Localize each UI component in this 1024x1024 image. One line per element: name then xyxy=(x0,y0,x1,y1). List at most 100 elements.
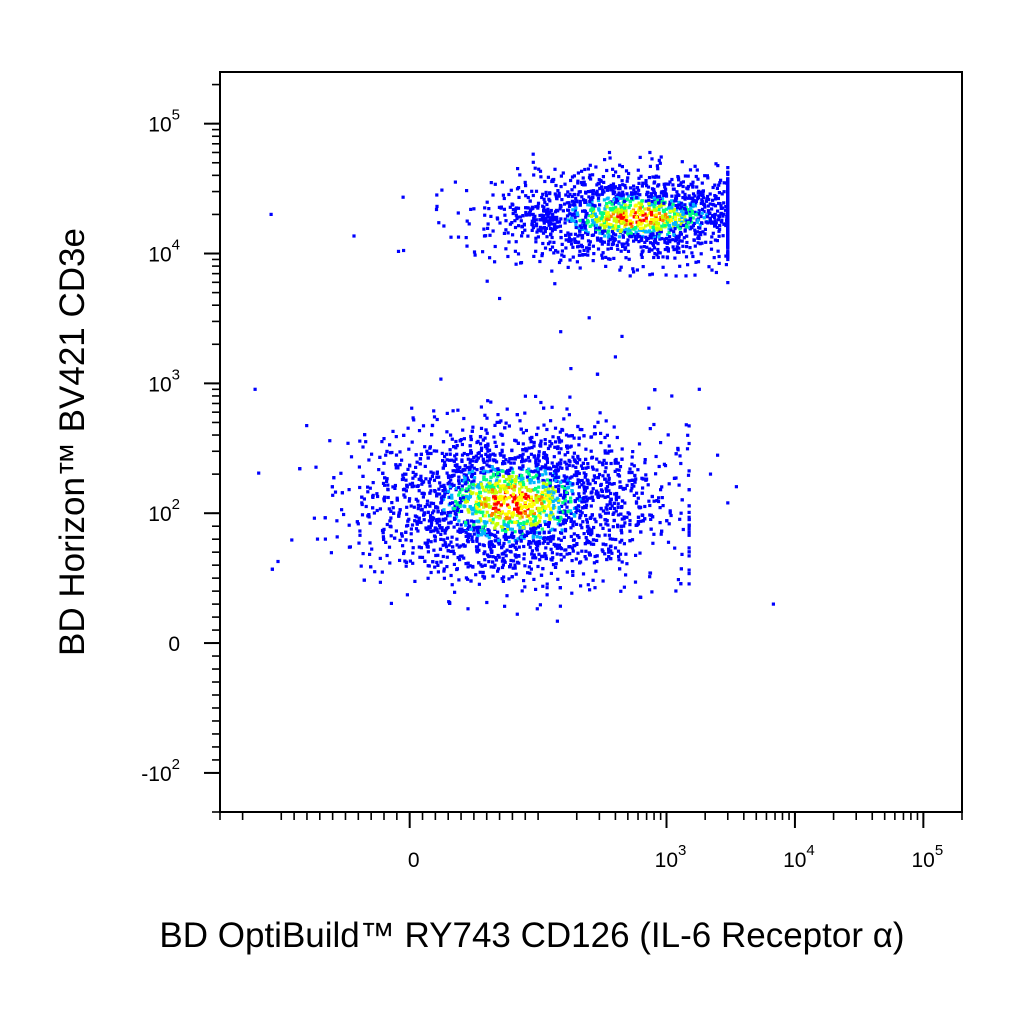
data-point xyxy=(276,559,280,564)
data-point xyxy=(572,532,576,536)
data-point xyxy=(626,238,630,242)
data-point xyxy=(572,436,576,440)
data-point xyxy=(448,501,452,505)
data-point xyxy=(405,483,409,487)
data-point xyxy=(530,529,534,533)
data-point xyxy=(432,409,436,413)
data-point xyxy=(717,214,721,218)
data-point xyxy=(449,510,453,514)
data-point xyxy=(581,220,585,224)
data-point xyxy=(588,224,592,228)
data-point xyxy=(664,194,669,198)
data-point xyxy=(684,423,688,427)
data-point xyxy=(568,212,572,216)
data-point xyxy=(569,519,573,523)
data-point xyxy=(540,216,544,220)
data-point xyxy=(696,197,700,201)
data-point xyxy=(576,226,580,230)
data-point xyxy=(606,511,610,515)
data-point xyxy=(669,226,673,230)
data-point xyxy=(562,518,566,522)
data-point xyxy=(673,546,677,550)
data-point xyxy=(477,582,481,586)
data-point xyxy=(454,464,459,468)
data-point xyxy=(607,476,611,480)
data-point xyxy=(358,439,362,443)
data-point xyxy=(592,525,596,530)
data-point xyxy=(558,519,562,523)
data-point xyxy=(630,462,634,466)
data-point xyxy=(524,213,528,217)
data-point xyxy=(650,272,654,276)
data-point xyxy=(464,530,468,534)
data-point xyxy=(700,241,704,245)
data-point xyxy=(632,484,636,488)
data-point xyxy=(493,533,497,537)
data-point xyxy=(452,516,457,520)
y-tick-label: 105 xyxy=(148,107,180,137)
data-point xyxy=(585,246,589,250)
data-point xyxy=(451,549,455,553)
data-point xyxy=(375,492,379,496)
data-point xyxy=(632,215,636,219)
data-point xyxy=(522,579,526,583)
data-point xyxy=(425,503,429,507)
data-point xyxy=(535,531,539,535)
data-point xyxy=(378,455,382,459)
data-point xyxy=(639,253,643,257)
data-point xyxy=(688,210,692,214)
data-point xyxy=(426,576,430,580)
x-axis-tick-labels: 0 103 104 105 xyxy=(408,842,943,872)
data-point xyxy=(540,195,544,200)
data-point xyxy=(654,215,658,219)
data-point xyxy=(666,233,670,237)
data-point xyxy=(616,513,620,517)
data-point xyxy=(482,505,486,509)
data-point xyxy=(416,484,420,488)
data-point xyxy=(607,150,612,155)
data-point xyxy=(672,207,676,212)
data-point xyxy=(388,443,392,447)
data-point xyxy=(468,489,472,493)
data-point xyxy=(510,449,514,453)
data-point xyxy=(486,442,490,446)
data-point xyxy=(644,182,648,186)
data-point xyxy=(631,267,635,271)
data-point xyxy=(606,235,611,239)
data-point xyxy=(462,451,466,456)
data-point xyxy=(581,572,586,576)
data-point xyxy=(648,427,652,431)
data-point xyxy=(525,470,529,474)
data-point xyxy=(403,495,407,499)
data-point xyxy=(585,221,589,225)
data-point xyxy=(524,428,528,433)
data-point xyxy=(603,207,607,211)
data-point xyxy=(458,465,462,470)
data-point xyxy=(511,513,516,517)
x-tick-label: 105 xyxy=(911,842,943,872)
data-point xyxy=(441,517,445,521)
data-point xyxy=(679,582,683,586)
data-point xyxy=(533,522,537,526)
data-point xyxy=(680,205,684,209)
data-point xyxy=(532,220,537,224)
data-point xyxy=(481,466,485,470)
data-point xyxy=(423,505,427,509)
data-point xyxy=(428,491,432,495)
data-point xyxy=(586,249,590,253)
data-point xyxy=(544,554,548,558)
data-point xyxy=(708,192,712,196)
data-point xyxy=(463,464,467,468)
data-point xyxy=(623,487,627,491)
data-point xyxy=(678,239,682,243)
data-point xyxy=(394,466,398,470)
data-point xyxy=(704,220,708,224)
data-point xyxy=(515,187,520,191)
data-point xyxy=(380,440,384,444)
data-point xyxy=(720,192,724,196)
data-point xyxy=(639,222,643,226)
data-point xyxy=(582,491,586,495)
data-point xyxy=(455,469,459,473)
data-point xyxy=(718,202,722,206)
data-point xyxy=(523,411,527,415)
